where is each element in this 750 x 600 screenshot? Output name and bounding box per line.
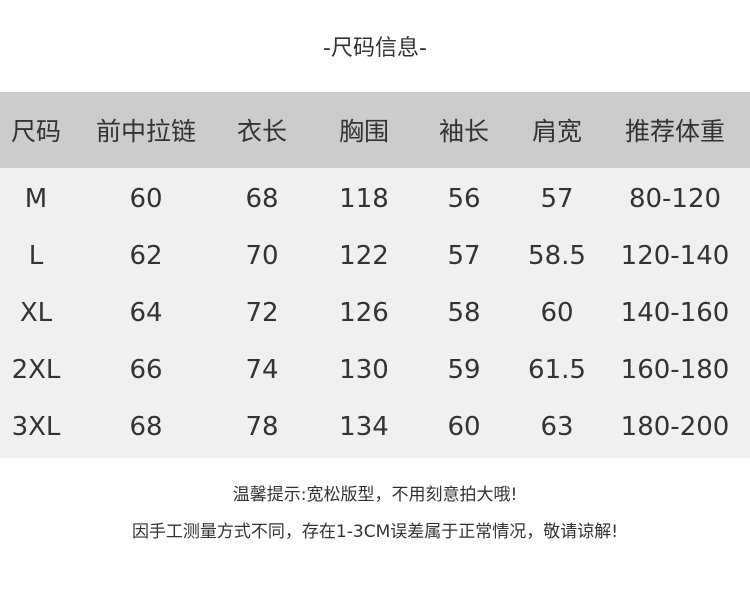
column-header: 推荐体重 (624, 117, 726, 146)
table-cell: 68 (245, 183, 279, 214)
table-cell: 130 (339, 354, 389, 385)
table-cell: 120-140 (620, 240, 730, 271)
table-cell: 60 (540, 297, 574, 328)
table-cell: 126 (339, 297, 389, 328)
table-row: M 60 68 118 56 57 80-120 (0, 168, 750, 225)
table-cell: 63 (540, 411, 574, 442)
column-header: 前中拉链 (95, 117, 197, 146)
table-cell: 61.5 (528, 354, 586, 385)
table-cell: 118 (339, 183, 389, 214)
table-cell: 122 (339, 240, 389, 271)
table-header: 尺码 前中拉链 衣长 胸围 袖长 肩宽 推荐体重 (0, 92, 750, 168)
table-cell: 134 (339, 411, 389, 442)
column-header: 衣长 (236, 117, 288, 146)
table-cell: 140-160 (620, 297, 730, 328)
measurement-note: 因手工测量方式不同，存在1-3CM误差属于正常情况，敬请谅解! (131, 522, 619, 542)
table-cell: 68 (129, 411, 163, 442)
column-header: 胸围 (338, 117, 390, 146)
table-cell: 3XL (11, 411, 61, 442)
table-cell: 2XL (11, 354, 61, 385)
table-cell: 56 (447, 183, 481, 214)
table-cell: 74 (245, 354, 279, 385)
size-table: 尺码 前中拉链 衣长 胸围 袖长 肩宽 推荐体重 M 60 68 118 56 57 80-120 L 62… (0, 92, 750, 458)
table-cell: XL (19, 297, 53, 328)
tip-note: 温馨提示:宽松版型，不用刻意拍大哦! (232, 485, 518, 505)
table-cell: 62 (129, 240, 163, 271)
table-cell: 70 (245, 240, 279, 271)
table-cell: 78 (245, 411, 279, 442)
table-cell: 57 (447, 240, 481, 271)
page-title: -尺码信息- (323, 36, 427, 61)
table-cell: 180-200 (620, 411, 730, 442)
table-row: 3XL 68 78 134 60 63 180-200 (0, 396, 750, 453)
table-body: M 60 68 118 56 57 80-120 L 62 70 122 57 58.5 120-140 X… (0, 168, 750, 458)
column-header: 肩宽 (531, 117, 583, 146)
table-cell: 58.5 (528, 240, 586, 271)
table-cell: 160-180 (620, 354, 730, 385)
table-cell: 64 (129, 297, 163, 328)
table-row: 2XL 66 74 130 59 61.5 160-180 (0, 339, 750, 396)
table-cell: 80-120 (628, 183, 722, 214)
column-header: 袖长 (438, 117, 490, 146)
table-row: L 62 70 122 57 58.5 120-140 (0, 225, 750, 282)
table-cell: 60 (447, 411, 481, 442)
table-cell: 58 (447, 297, 481, 328)
table-cell: M (24, 183, 48, 214)
table-cell: 57 (540, 183, 574, 214)
table-cell: 59 (447, 354, 481, 385)
column-header: 尺码 (10, 117, 62, 146)
table-cell: L (28, 240, 44, 271)
table-cell: 60 (129, 183, 163, 214)
table-row: XL 64 72 126 58 60 140-160 (0, 282, 750, 339)
table-cell: 72 (245, 297, 279, 328)
table-cell: 66 (129, 354, 163, 385)
